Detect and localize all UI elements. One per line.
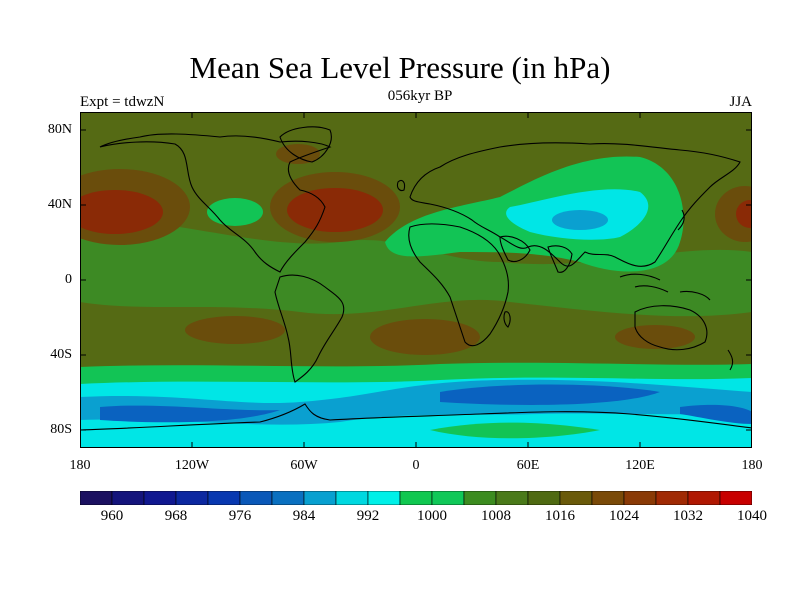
- field-1000-antarctica: [430, 422, 600, 439]
- ytick-40n: 40N: [47, 197, 72, 212]
- colorbar-swatch: [80, 491, 113, 505]
- xtick-0: 0: [412, 458, 420, 473]
- xtick-60e: 60E: [516, 458, 540, 473]
- colorbar-swatch: [335, 491, 369, 505]
- field-1024-dateline: [715, 186, 752, 242]
- colorbar-swatch: [431, 491, 465, 505]
- colorbar-swatch: [719, 491, 752, 505]
- coast-japan: [677, 209, 685, 231]
- coast-greenland: [279, 126, 332, 163]
- field-984-asia: [552, 210, 608, 230]
- colorbar-label: 984: [292, 508, 316, 524]
- colorbar-label: 992: [356, 508, 380, 524]
- colorbar-swatch: [559, 491, 593, 505]
- field-1000-namerica: [207, 198, 263, 226]
- xtick-120e: 120E: [625, 458, 655, 473]
- colorbar-swatch: [495, 491, 529, 505]
- colorbar-swatch: [271, 491, 305, 505]
- colorbar-label: 968: [164, 508, 188, 524]
- colorbar-label: 1000: [417, 508, 447, 524]
- colorbar-swatch: [623, 491, 657, 505]
- colorbar-label: 1016: [545, 508, 575, 524]
- colorbar-swatch: [367, 491, 401, 505]
- colorbar-swatch: [143, 491, 177, 505]
- xtick-180e: 180: [741, 458, 763, 473]
- coast-antarctica: [80, 403, 752, 431]
- xtick-60w: 60W: [290, 458, 318, 473]
- coast-eurasia: [409, 142, 741, 267]
- colorbar-label: 976: [228, 508, 252, 524]
- xtick-180w: 180: [69, 458, 91, 473]
- field-1024-spacific: [185, 316, 285, 344]
- colorbar-swatch: [239, 491, 273, 505]
- page-title: Mean Sea Level Pressure (in hPa): [189, 50, 611, 85]
- colorbar-swatch: [527, 491, 561, 505]
- field-1032-dateline: [736, 200, 752, 228]
- ytick-80n: 80N: [47, 122, 72, 137]
- field-1032-natlantic: [287, 188, 383, 232]
- coast-arabia: [499, 235, 531, 263]
- coastlines: [80, 126, 752, 431]
- coast-new-zealand: [727, 349, 734, 371]
- experiment-label: Expt = tdwzN: [80, 94, 165, 110]
- ytick-0: 0: [65, 272, 72, 287]
- colorbar-label: 960: [100, 508, 124, 524]
- map-svg: [80, 112, 752, 448]
- xtick-120w: 120W: [174, 458, 210, 473]
- coast-north-america: [99, 133, 332, 273]
- colorbar-swatch: [687, 491, 721, 505]
- colorbar-swatch: [655, 491, 689, 505]
- field-1024-australia: [615, 325, 695, 349]
- field-976-sdateline: [680, 404, 752, 424]
- field-1032-npacific: [80, 190, 163, 234]
- field-976-spacific: [100, 405, 280, 423]
- period-label: 056kyr BP: [387, 88, 453, 104]
- field-1024-satlantic: [370, 319, 480, 355]
- colorbar-swatch: [303, 491, 337, 505]
- coast-australia: [634, 305, 708, 351]
- colorbar-swatch: [399, 491, 433, 505]
- coast-south-america: [274, 274, 345, 383]
- colorbar-swatch: [591, 491, 625, 505]
- colorbar-label: 1032: [673, 508, 703, 524]
- ytick-80s: 80S: [50, 422, 72, 437]
- field-976-sindian: [440, 384, 660, 405]
- ytick-40s: 40S: [50, 347, 72, 362]
- coast-uk: [396, 179, 406, 192]
- pressure-map: [80, 112, 752, 448]
- coast-india: [547, 245, 573, 273]
- colorbar-swatch: [111, 491, 145, 505]
- coast-africa: [408, 223, 509, 347]
- colorbar-label: 1024: [609, 508, 639, 524]
- season-label: JJA: [729, 94, 752, 110]
- colorbar: [80, 491, 752, 505]
- coast-madagascar: [503, 311, 511, 328]
- colorbar-swatch: [463, 491, 497, 505]
- coast-indonesia: [619, 273, 711, 301]
- colorbar-label: 1040: [737, 508, 767, 524]
- colorbar-swatch: [207, 491, 241, 505]
- colorbar-label: 1008: [481, 508, 511, 524]
- colorbar-swatch: [175, 491, 209, 505]
- tick-marks: [80, 112, 752, 448]
